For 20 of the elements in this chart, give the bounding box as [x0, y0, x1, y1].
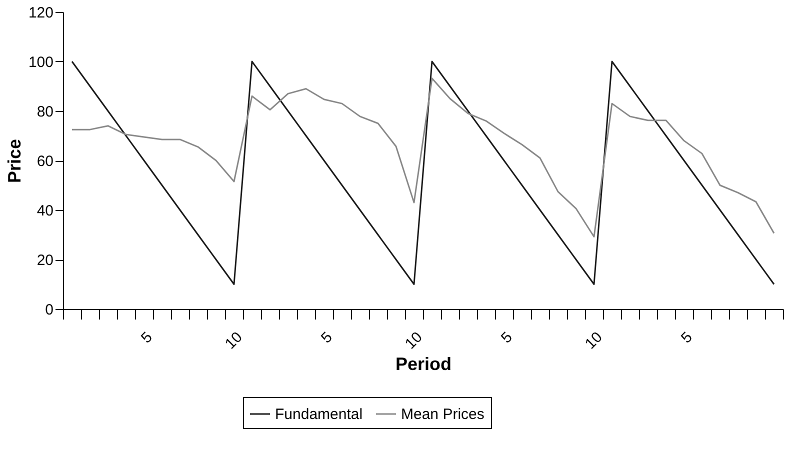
y-tick-label: 100 — [28, 54, 54, 71]
y-axis-title: Price — [4, 138, 24, 184]
x-axis-title: Period — [395, 354, 452, 374]
y-tick-label: 60 — [36, 153, 54, 170]
y-tick-label: 40 — [36, 202, 54, 220]
x-tick-label: 5 — [318, 328, 336, 347]
y-tick-label: 120 — [28, 4, 54, 22]
x-tick-label: 10 — [222, 328, 246, 353]
y-tick-label: 20 — [36, 252, 54, 269]
legend-label: Mean Prices — [401, 406, 484, 423]
y-tick-label: 80 — [36, 104, 54, 120]
x-tick-label: 10 — [402, 328, 426, 353]
line-series — [71, 60, 775, 285]
x-tick-label: 5 — [138, 328, 156, 347]
line-series — [71, 78, 775, 238]
x-tick-label: 10 — [582, 328, 606, 353]
x-tick-label: 5 — [678, 328, 696, 347]
y-tick-label: 0 — [45, 302, 54, 318]
x-tick-label: 5 — [498, 328, 516, 347]
legend-label: Fundamental — [275, 406, 363, 423]
